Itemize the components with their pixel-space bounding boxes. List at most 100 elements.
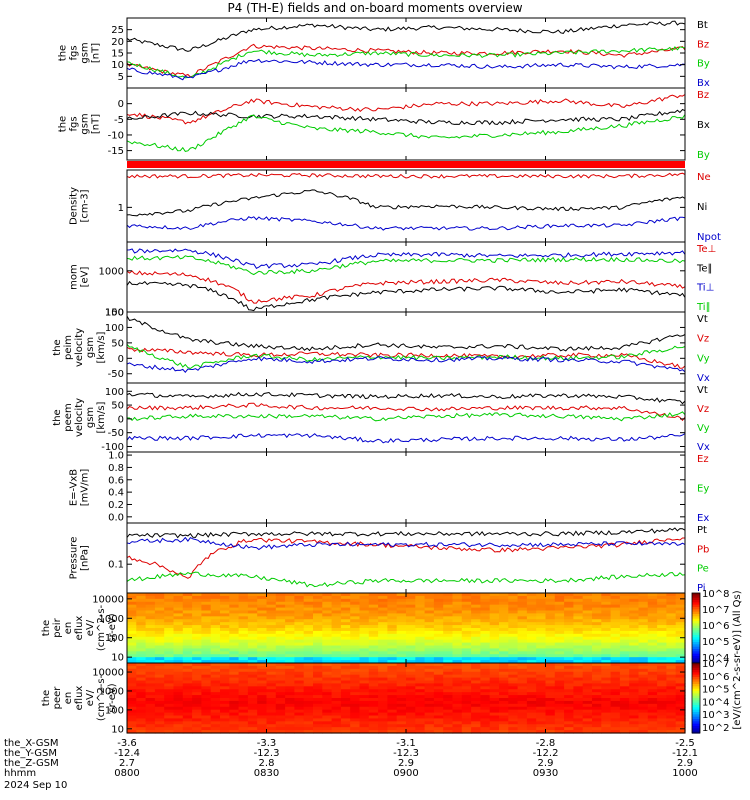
heatmap-cell xyxy=(610,709,621,714)
y-tick-label: 0.8 xyxy=(108,463,124,474)
heatmap-cell xyxy=(285,610,295,615)
heatmap-cell xyxy=(638,633,649,638)
heatmap-cell xyxy=(220,593,230,597)
y-tick-label: 0.6 xyxy=(108,475,124,486)
heatmap-cell xyxy=(322,674,333,679)
heatmap-cell xyxy=(489,683,500,687)
heatmap-cell xyxy=(173,636,184,641)
heatmap-cell xyxy=(480,625,491,629)
heatmap-cell xyxy=(508,700,519,705)
x-axis-row-name: the_X-GSM xyxy=(4,738,58,749)
heatmap-cell xyxy=(629,665,640,670)
heatmap-cell xyxy=(564,671,574,676)
heatmap-cell xyxy=(433,692,444,696)
heatmap-cell xyxy=(257,660,268,664)
heatmap-cell xyxy=(657,642,667,647)
heatmap-cell xyxy=(192,677,202,682)
heatmap-cell xyxy=(592,703,602,708)
heatmap-cell xyxy=(247,668,258,673)
heatmap-cell xyxy=(508,595,519,600)
heatmap-cell xyxy=(182,610,193,615)
heatmap-cell xyxy=(127,630,137,635)
heatmap-cell xyxy=(592,628,602,632)
heatmap-cell xyxy=(220,651,230,655)
heatmap-cell xyxy=(229,610,240,615)
heatmap-cell xyxy=(601,648,612,652)
heatmap-cell xyxy=(554,610,565,615)
heatmap-cell xyxy=(489,645,500,650)
heatmap-cell xyxy=(266,698,277,702)
heatmap-cell xyxy=(350,677,361,682)
heatmap-cell xyxy=(322,625,333,629)
heatmap-cell xyxy=(452,630,463,635)
heatmap-cell xyxy=(582,683,593,687)
heatmap-cell xyxy=(415,695,426,699)
colorbar-segment xyxy=(692,602,700,606)
heatmap-cell xyxy=(350,695,361,699)
y-axis-label: E=-VxB xyxy=(69,469,80,506)
heatmap-cell xyxy=(545,648,556,652)
heatmap-cell xyxy=(313,686,323,690)
heatmap-cell xyxy=(145,709,156,714)
heatmap-cell xyxy=(127,654,137,658)
heatmap-cell xyxy=(275,660,286,664)
heatmap-cell xyxy=(229,625,240,629)
heatmap-cell xyxy=(257,651,268,655)
heatmap-cell xyxy=(657,692,667,696)
heatmap-cell xyxy=(368,709,379,714)
heatmap-cell xyxy=(406,630,416,635)
heatmap-cell xyxy=(443,639,454,644)
heatmap-cell xyxy=(350,663,361,667)
heatmap-cell xyxy=(526,665,537,670)
heatmap-cell xyxy=(480,692,491,696)
heatmap-cell xyxy=(406,712,416,717)
heatmap-cell xyxy=(229,601,240,606)
heatmap-cell xyxy=(238,619,249,623)
heatmap-cell xyxy=(275,636,286,641)
heatmap-cell xyxy=(210,622,221,626)
heatmap-cell xyxy=(499,712,509,717)
heatmap-cell xyxy=(127,660,137,664)
heatmap-cell xyxy=(303,665,314,670)
heatmap-cell xyxy=(136,718,147,722)
heatmap-cell xyxy=(666,686,677,690)
heatmap-cell xyxy=(443,636,454,641)
heatmap-cell xyxy=(443,686,454,690)
heatmap-cell xyxy=(508,648,519,652)
heatmap-cell xyxy=(220,613,230,617)
heatmap-cell xyxy=(554,677,565,682)
heatmap-cell xyxy=(127,607,137,612)
heatmap-cell xyxy=(182,657,193,661)
heatmap-cell xyxy=(526,642,537,647)
heatmap-cell xyxy=(433,727,444,731)
heatmap-cell xyxy=(647,695,658,699)
heatmap-cell xyxy=(489,616,500,620)
heatmap-cell xyxy=(210,651,221,655)
heatmap-cell xyxy=(647,712,658,717)
heatmap-cell xyxy=(378,648,388,652)
heatmap-cell xyxy=(285,619,295,623)
heatmap-cell xyxy=(666,654,677,658)
heatmap-cell xyxy=(359,674,370,679)
heatmap-cell xyxy=(154,642,165,647)
heatmap-cell xyxy=(127,619,137,623)
heatmap-cell xyxy=(220,622,230,626)
heatmap-cell xyxy=(424,598,435,603)
heatmap-cell xyxy=(675,703,686,708)
heatmap-cell xyxy=(359,695,370,699)
heatmap-cell xyxy=(526,595,537,600)
heatmap-cell xyxy=(285,668,295,673)
heatmap-cell xyxy=(573,730,584,734)
heatmap-cell xyxy=(154,657,165,661)
heatmap-cell xyxy=(452,601,463,606)
heatmap-cell xyxy=(275,601,286,606)
heatmap-cell xyxy=(220,665,230,670)
heatmap-cell xyxy=(340,721,351,725)
heatmap-cell xyxy=(359,700,370,705)
heatmap-cell xyxy=(387,616,398,620)
heatmap-cell xyxy=(582,668,593,673)
heatmap-cell xyxy=(340,692,351,696)
heatmap-cell xyxy=(508,715,519,720)
y-tick-label: 0 xyxy=(118,99,124,110)
heatmap-cell xyxy=(489,727,500,731)
